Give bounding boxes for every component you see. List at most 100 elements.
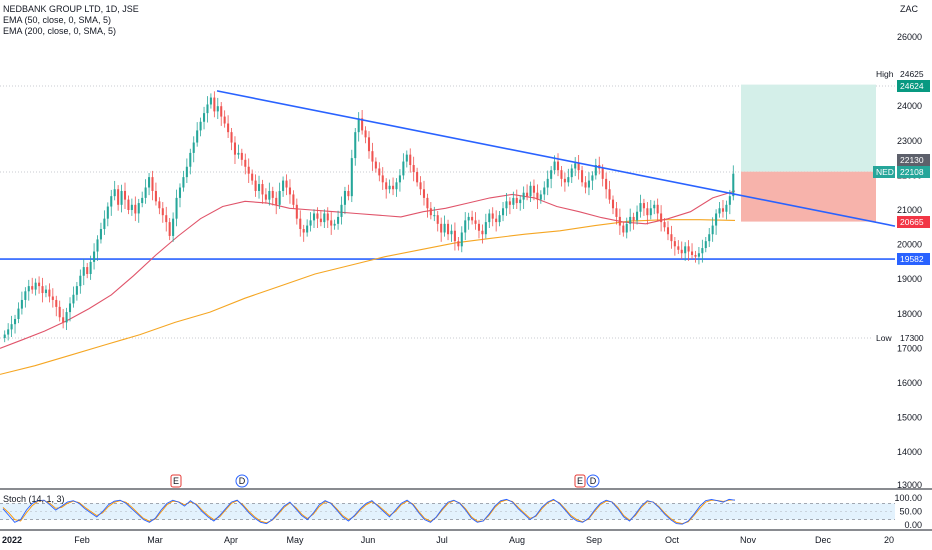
candle-body [532,185,535,193]
candle-body [529,185,532,197]
candle-body [721,208,725,212]
candle-body [501,208,505,216]
candle-body [436,215,439,224]
candle-body [3,334,6,339]
high-tag-label-bg [873,68,895,80]
candle-body [233,142,237,155]
candle-body [453,230,456,242]
candle-body [392,185,395,190]
candle-body [34,282,37,290]
candle-body [556,161,560,171]
candle-body [192,142,195,153]
candle-body [237,152,240,155]
candle-body [642,203,645,209]
candle-body [543,187,546,195]
candle-body [240,152,243,160]
candle-body [185,166,188,178]
event-marker-letter: D [590,476,597,486]
legend-ema200[interactable]: EMA (200, close, 0, SMA, 5) [3,26,117,36]
candle-body [178,187,182,198]
candle-body [199,121,202,131]
trend-line [216,90,896,227]
dividend-marker [235,474,249,488]
candle-body [577,163,580,171]
candle-body [491,213,494,219]
candle-body [584,182,587,188]
candle-body [55,299,58,307]
candle-body [148,177,151,188]
candle-body [350,158,353,197]
x-tick-label: 20 [884,535,894,545]
candle-body [649,208,652,216]
candle-body [567,177,570,183]
candle-body [474,220,477,224]
candle-body [374,161,377,169]
candle-body [175,197,178,219]
candle-body [402,161,405,176]
candle-body [44,289,47,294]
candle-body [460,232,463,247]
candle-body [605,178,608,190]
candle-body [591,175,594,181]
high-tag-bg [897,68,930,80]
chart-legend: NEDBANK GROUP LTD, 1D, JSE EMA (50, clos… [3,4,139,37]
candle-body [330,220,333,226]
candle-body [701,248,704,254]
candle-body [574,163,577,169]
candle-body [639,203,642,212]
candle-body [343,190,346,205]
y-tick-label: 20000 [897,240,922,250]
candle-body [312,213,316,221]
candle-body [718,208,721,214]
candle-body [86,267,89,275]
symbol-tag-label-bg [873,166,895,178]
x-tick-label: Aug [509,535,525,545]
candle-body [601,168,604,179]
candle-body [72,294,75,304]
candle-body [691,251,694,255]
candle-body [426,197,429,209]
candle-body [440,223,443,233]
candle-body [319,218,322,223]
candle-body [271,190,274,198]
x-tick-label: Sep [586,535,602,545]
candle-body [206,104,209,114]
y-tick-label: 26000 [897,32,922,42]
target-tag-bg [897,80,930,92]
event-marker-letter: E [577,476,583,486]
stoch-title[interactable]: Stoch (14, 1, 3) [3,494,65,504]
y-tick-label: 15000 [897,413,922,423]
candle-body [309,220,312,226]
candle-body [316,213,319,219]
candle-body [687,246,690,252]
candle-body [38,282,41,287]
candle-body [471,216,474,221]
legend-ema50[interactable]: EMA (50, close, 0, SMA, 5) [3,15,112,25]
candle-body [450,230,453,235]
candle-body [41,286,44,294]
candle-body [361,118,364,131]
candle-body [512,197,515,205]
candle-body [666,227,670,235]
candle-body [137,203,140,214]
earnings-marker [170,474,182,488]
candle-body [680,249,683,254]
high-tag-label: High [876,69,894,79]
candle-body [526,192,529,197]
candle-body [106,206,109,219]
close-tag-value: 22130 [900,155,924,165]
stop-tag-value: 20665 [900,217,924,227]
candle-body [618,216,621,226]
candle-body [299,218,302,230]
low-tag-value: 17300 [900,333,924,343]
candle-body [154,190,157,202]
x-tick-label: Dec [815,535,832,545]
y-tick-label: 17000 [897,343,922,353]
close-tag-bg [897,154,930,166]
candle-body [220,106,223,117]
candle-body [481,230,484,235]
candle-body [522,192,525,200]
legend-title[interactable]: NEDBANK GROUP LTD, 1D, JSE [3,4,139,14]
